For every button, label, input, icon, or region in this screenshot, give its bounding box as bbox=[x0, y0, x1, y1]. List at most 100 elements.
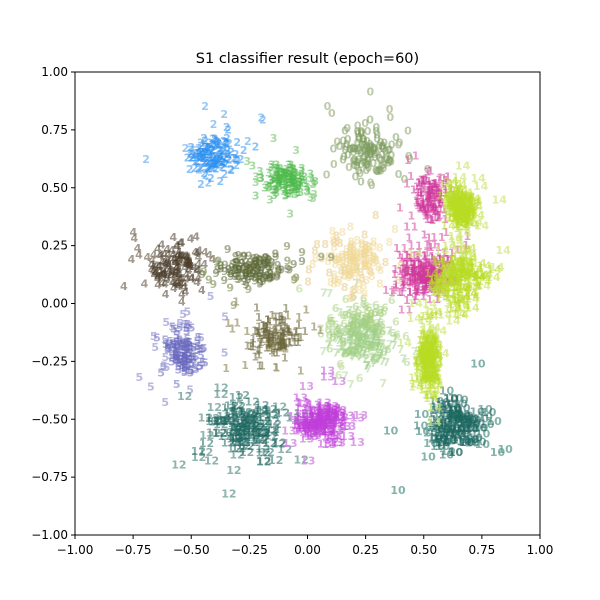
point-label: 1 bbox=[450, 193, 458, 206]
point-label: 3 bbox=[307, 191, 315, 204]
point-label: 3 bbox=[272, 179, 280, 192]
point-label: 0 bbox=[375, 140, 383, 153]
point-label: 5 bbox=[159, 361, 167, 374]
point-label: 5 bbox=[176, 335, 184, 348]
point-label: 1 bbox=[410, 184, 418, 197]
point-label: 5 bbox=[169, 321, 177, 334]
point-label: 6 bbox=[332, 325, 340, 338]
point-label: 5 bbox=[185, 319, 193, 332]
point-label: 8 bbox=[361, 247, 369, 260]
point-label: 2 bbox=[202, 169, 210, 182]
point-label: 2 bbox=[201, 141, 209, 154]
point-label: 4 bbox=[178, 288, 186, 301]
point-label: 3 bbox=[298, 170, 306, 183]
point-label: 1 bbox=[427, 199, 435, 212]
point-label: 6 bbox=[353, 339, 361, 352]
point-label: 0 bbox=[377, 165, 385, 178]
point-label: 8 bbox=[348, 251, 356, 264]
point-label: 5 bbox=[174, 325, 182, 338]
point-label: 2 bbox=[197, 137, 205, 150]
x-tick-label: −0.75 bbox=[115, 543, 152, 557]
point-label: 7 bbox=[361, 326, 369, 339]
point-label: 3 bbox=[282, 178, 290, 191]
y-tick-label: 0.00 bbox=[41, 297, 68, 311]
point-label: 5 bbox=[180, 352, 188, 365]
point-label: 7 bbox=[374, 337, 382, 350]
y-tick-label: −1.00 bbox=[31, 528, 68, 542]
point-label: 4 bbox=[184, 250, 192, 263]
point-label: 3 bbox=[291, 181, 299, 194]
point-label: 0 bbox=[364, 154, 372, 167]
point-label: 8 bbox=[345, 263, 353, 276]
point-label: 0 bbox=[357, 158, 365, 171]
point-label: 3 bbox=[309, 178, 317, 191]
point-label: 0 bbox=[346, 143, 354, 156]
point-label: 9 bbox=[261, 257, 269, 270]
point-label: 8 bbox=[347, 265, 355, 278]
point-label: 7 bbox=[327, 321, 335, 334]
point-label: 1 bbox=[427, 186, 435, 199]
y-tick-label: 0.75 bbox=[41, 123, 68, 137]
point-label: 3 bbox=[261, 182, 269, 195]
point-label: 6 bbox=[358, 316, 366, 329]
point-label: 8 bbox=[369, 250, 377, 263]
point-label: 0 bbox=[339, 135, 347, 148]
point-label: 6 bbox=[361, 312, 369, 325]
point-label: 8 bbox=[376, 242, 384, 255]
point-label: 1 bbox=[415, 177, 423, 190]
point-label: 12 bbox=[191, 445, 206, 458]
point-label: 2 bbox=[199, 149, 207, 162]
point-label: 5 bbox=[180, 353, 188, 366]
point-label: 3 bbox=[280, 173, 288, 186]
point-label: 1 bbox=[430, 177, 438, 190]
point-label: 7 bbox=[369, 352, 377, 365]
point-label: 6 bbox=[361, 317, 369, 330]
point-label: 7 bbox=[355, 337, 363, 350]
point-label: 2 bbox=[184, 151, 192, 164]
point-label: 14 bbox=[431, 273, 447, 286]
point-label: 1 bbox=[310, 320, 318, 333]
point-label: 6 bbox=[372, 317, 380, 330]
point-label: 4 bbox=[194, 272, 202, 285]
point-label: 9 bbox=[317, 251, 325, 264]
point-label: 10 bbox=[470, 357, 486, 370]
point-label: 0 bbox=[355, 142, 363, 155]
point-label: 4 bbox=[158, 256, 166, 269]
point-label: 6 bbox=[343, 347, 351, 360]
point-label: 5 bbox=[166, 335, 174, 348]
point-label: 0 bbox=[341, 143, 349, 156]
point-label: 3 bbox=[275, 173, 283, 186]
point-label: 0 bbox=[355, 131, 363, 144]
point-label: 7 bbox=[357, 343, 365, 356]
point-label: 1 bbox=[249, 341, 257, 354]
point-label: 0 bbox=[375, 163, 383, 176]
point-label: 7 bbox=[353, 338, 361, 351]
point-label: 2 bbox=[195, 142, 203, 155]
point-label: 7 bbox=[339, 340, 347, 353]
point-label: 7 bbox=[349, 345, 357, 358]
point-label: 6 bbox=[349, 317, 357, 330]
point-label: 1 bbox=[428, 189, 436, 202]
point-label: 12 bbox=[262, 424, 277, 437]
point-label: 2 bbox=[201, 148, 209, 161]
point-label: 0 bbox=[339, 153, 347, 166]
point-label: 6 bbox=[361, 318, 369, 331]
point-label: 7 bbox=[351, 346, 359, 359]
point-label: 0 bbox=[369, 144, 377, 157]
point-label: 4 bbox=[174, 250, 182, 263]
point-label: 0 bbox=[364, 125, 372, 138]
point-label: 3 bbox=[252, 176, 260, 189]
point-label: 5 bbox=[164, 343, 172, 356]
point-label: 1 bbox=[429, 201, 437, 214]
point-label: 0 bbox=[350, 146, 358, 159]
point-label: 2 bbox=[203, 143, 211, 156]
point-label: 5 bbox=[178, 359, 186, 372]
point-label: 7 bbox=[361, 353, 369, 366]
point-label: 1 bbox=[430, 198, 438, 211]
point-label: 0 bbox=[365, 162, 373, 175]
point-label: 6 bbox=[347, 316, 355, 329]
point-label: 6 bbox=[355, 304, 363, 317]
point-label: 6 bbox=[372, 325, 380, 338]
point-label: 0 bbox=[372, 164, 380, 177]
